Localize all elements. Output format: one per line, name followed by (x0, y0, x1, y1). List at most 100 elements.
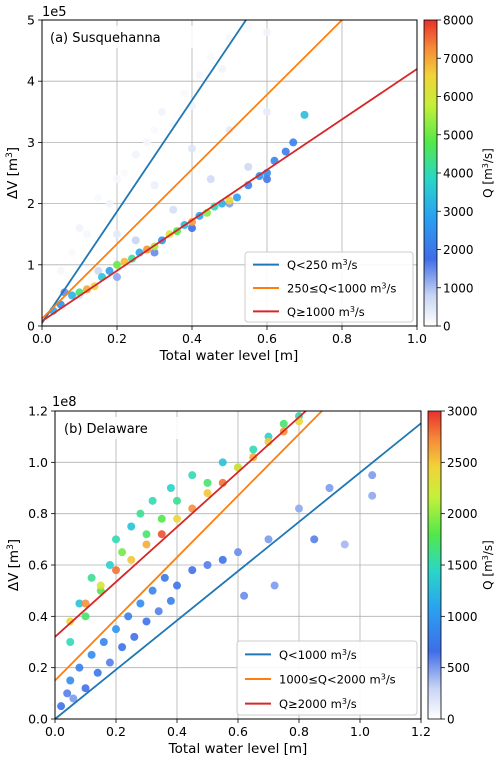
scatter-point (158, 107, 166, 116)
scatter-point (150, 126, 159, 135)
legend-label: Q<1000 m3/s (279, 648, 357, 662)
colorbar-tick-label: 2000 (443, 243, 474, 257)
scatter-point (66, 638, 75, 646)
y-tick-label: 0.0 (28, 712, 48, 727)
fit-line (54, 410, 307, 638)
scatter-point (279, 419, 288, 428)
panel-a-label: (a) Susquehanna (50, 31, 161, 46)
scatter-point (295, 417, 303, 426)
panel-b-points (57, 412, 377, 711)
colorbar-tick-label: 1500 (447, 559, 478, 573)
scatter-point (131, 236, 140, 245)
scatter-point (300, 110, 309, 119)
panel-a-frame (41, 19, 418, 327)
panel-a-ticks: 0.0 0.2 0.4 0.6 0.8 1.0 0 1 2 3 4 5 (27, 13, 427, 347)
panel-a-fit-lines (41, 19, 418, 324)
panel-a-label-bg (46, 26, 204, 48)
legend-label: 250≤Q<1000 m3/s (287, 282, 396, 296)
scatter-point (195, 71, 204, 80)
scatter-point (136, 599, 145, 608)
scatter-point (203, 478, 212, 487)
scatter-point (295, 504, 303, 513)
fit-line (54, 410, 323, 682)
scatter-point (113, 175, 121, 184)
scatter-point (325, 484, 334, 492)
scatter-point (69, 694, 78, 703)
scatter-point (173, 514, 181, 523)
scatter-point (188, 471, 197, 480)
scatter-point (112, 535, 120, 544)
scatter-point (264, 535, 273, 544)
scatter-point (368, 471, 377, 480)
scatter-point (142, 617, 151, 626)
scatter-point (340, 540, 349, 549)
panel-a-y-axis-label: ΔV [m3] (5, 147, 21, 199)
scatter-point (112, 625, 120, 634)
scatter-point (66, 676, 75, 685)
legend-box (236, 640, 418, 716)
scatter-point (75, 599, 84, 608)
legend-label: 1000≤Q<2000 m3/s (279, 673, 396, 687)
scatter-point (154, 607, 163, 616)
y-tick-label: 4 (27, 74, 35, 89)
scatter-point (263, 107, 271, 116)
scatter-point (160, 573, 169, 582)
scatter-point (142, 530, 151, 539)
scatter-point (118, 643, 127, 652)
scatter-point (263, 28, 271, 37)
scatter-point (310, 535, 319, 544)
scatter-point (173, 496, 181, 505)
scatter-point (206, 52, 215, 61)
colorbar-tick-label: 5000 (443, 128, 474, 142)
colorbar-tick-label: 7000 (443, 52, 474, 66)
scatter-point (188, 144, 196, 153)
colorbar-tick-label: 6000 (443, 90, 474, 104)
scatter-point (127, 522, 136, 531)
scatter-point (112, 566, 120, 575)
panel-a-y-scale: 1e5 (42, 5, 67, 20)
scatter-point (81, 612, 90, 621)
legend-box (244, 251, 414, 323)
scatter-point (113, 260, 121, 269)
fit-line (41, 68, 418, 322)
y-tick-label: 5 (27, 13, 35, 28)
x-tick-label: 0.8 (289, 724, 309, 739)
x-tick-label: 1.0 (407, 331, 427, 346)
panel-b-fit-lines (54, 410, 422, 720)
y-tick-label: 1 (27, 257, 35, 272)
x-tick-label: 1.0 (350, 724, 370, 739)
scatter-point (218, 555, 227, 564)
x-tick-label: 0.6 (228, 724, 248, 739)
scatter-point (225, 126, 234, 135)
scatter-point (148, 496, 157, 505)
panel-b: 1e8 0.0 0.2 0.4 0.6 0.8 1.0 1.2 0.0 0.2 0.4 0.6 0.8… (6, 395, 495, 757)
colorbar-tick-label: 4000 (443, 167, 474, 181)
scatter-point (127, 555, 136, 564)
y-tick-label: 1.0 (28, 455, 48, 470)
panel-a-legend: Q<250 m3/s 250≤Q<1000 m3/s Q≥1000 m3/s (244, 251, 414, 323)
scatter-point (244, 162, 253, 171)
panel-a: 1e5 0.0 0.2 0.4 0.6 0.8 1.0 0 1 2 3 4 5 (a) Susqueh… (5, 5, 495, 364)
colorbar-tick-label: 0 (443, 320, 451, 334)
scatter-point (63, 689, 72, 698)
scatter-point (249, 445, 258, 454)
scatter-point (203, 561, 212, 569)
scatter-point (105, 658, 114, 667)
scatter-point (157, 514, 166, 523)
scatter-point (150, 181, 159, 190)
scatter-point (173, 581, 181, 590)
scatter-point (150, 248, 159, 257)
panel-b-x-axis-label: Total water level [m] (168, 741, 308, 757)
scatter-point (130, 632, 139, 641)
x-tick-label: 0.2 (107, 331, 127, 346)
fit-line (41, 19, 247, 324)
x-tick-label: 0.0 (32, 331, 52, 346)
panel-b-label-bg (59, 417, 179, 439)
panel-a-x-axis-label: Total water level [m] (159, 348, 299, 364)
scatter-point (270, 581, 279, 590)
scatter-point (75, 663, 84, 672)
panel-b-label: (b) Delaware (64, 422, 148, 437)
panel-a-colorbar-ticks: 0 1000 2000 3000 4000 5000 6000 7000 8000 (437, 14, 474, 334)
scatter-point (56, 266, 65, 275)
panel-b-colorbar (427, 410, 442, 720)
